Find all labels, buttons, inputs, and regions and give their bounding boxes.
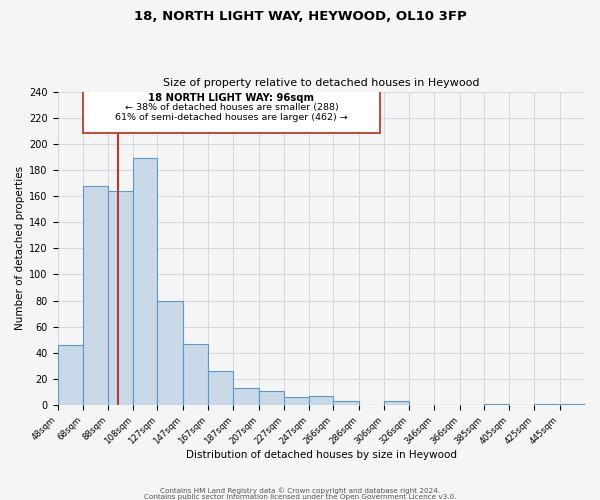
Bar — [157, 300, 183, 405]
Bar — [384, 401, 409, 405]
X-axis label: Distribution of detached houses by size in Heywood: Distribution of detached houses by size … — [186, 450, 457, 460]
Bar — [133, 158, 157, 405]
Bar — [560, 404, 585, 405]
Bar — [309, 396, 333, 405]
Bar — [83, 186, 108, 405]
FancyBboxPatch shape — [83, 89, 380, 134]
Text: ← 38% of detached houses are smaller (288): ← 38% of detached houses are smaller (28… — [125, 104, 338, 112]
Bar — [259, 390, 284, 405]
Text: Contains public sector information licensed under the Open Government Licence v3: Contains public sector information licen… — [144, 494, 456, 500]
Text: 18 NORTH LIGHT WAY: 96sqm: 18 NORTH LIGHT WAY: 96sqm — [148, 93, 314, 103]
Bar — [58, 345, 83, 405]
Y-axis label: Number of detached properties: Number of detached properties — [15, 166, 25, 330]
Bar — [535, 404, 560, 405]
Bar — [108, 191, 133, 405]
Bar — [183, 344, 208, 405]
Text: Contains HM Land Registry data © Crown copyright and database right 2024.: Contains HM Land Registry data © Crown c… — [160, 487, 440, 494]
Bar — [484, 404, 509, 405]
Bar — [284, 397, 309, 405]
Bar — [208, 371, 233, 405]
Text: 18, NORTH LIGHT WAY, HEYWOOD, OL10 3FP: 18, NORTH LIGHT WAY, HEYWOOD, OL10 3FP — [134, 10, 466, 23]
Title: Size of property relative to detached houses in Heywood: Size of property relative to detached ho… — [163, 78, 479, 88]
Bar — [233, 388, 259, 405]
Bar — [333, 401, 359, 405]
Text: 61% of semi-detached houses are larger (462) →: 61% of semi-detached houses are larger (… — [115, 113, 348, 122]
